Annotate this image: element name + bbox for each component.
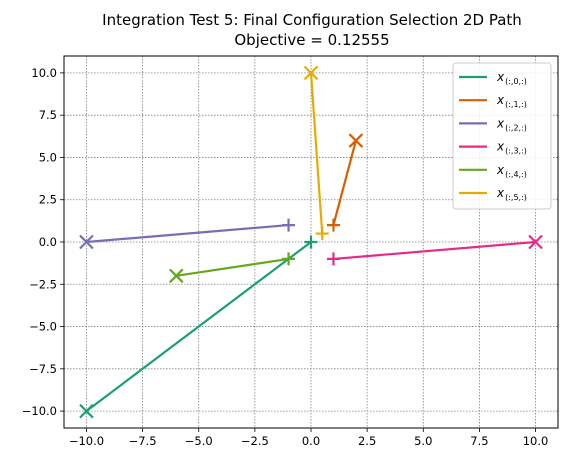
series-5 bbox=[303, 65, 329, 241]
x-tick-label: −5.0 bbox=[185, 434, 213, 448]
x-tick-label: 2.5 bbox=[358, 434, 376, 448]
x-tick-label: −10.0 bbox=[69, 434, 104, 448]
chart-subtitle: Objective = 0.12555 bbox=[234, 31, 389, 49]
start-marker bbox=[168, 268, 184, 284]
y-tick-label: 2.5 bbox=[39, 193, 57, 207]
y-tick-label: −10.0 bbox=[22, 404, 57, 418]
y-tick-label: 5.0 bbox=[39, 150, 57, 164]
legend: x(:,0,:) x(:,1,:) x(:,2,:) x(:,3,:) x(:,4,:)… bbox=[452, 62, 552, 210]
x-tick-label: 7.5 bbox=[470, 434, 488, 448]
x-tick-label: 5.0 bbox=[414, 434, 432, 448]
legend-label: x(:,3,:) bbox=[496, 140, 527, 156]
y-tick-label: −2.5 bbox=[29, 277, 57, 291]
y-tick-label: 10.0 bbox=[31, 66, 57, 80]
end-marker bbox=[282, 252, 296, 266]
series-1 bbox=[326, 133, 364, 232]
y-axis: −10.0 −7.5 −5.0 −2.5 0.0 2.5 5.0 7.5 10.0 bbox=[22, 66, 64, 418]
y-tick-label: 0.0 bbox=[39, 235, 57, 249]
end-marker bbox=[315, 227, 329, 241]
chart-title: Integration Test 5: Final Configuration … bbox=[102, 11, 522, 29]
legend-label: x(:,0,:) bbox=[496, 70, 527, 86]
end-marker bbox=[326, 218, 340, 232]
series-line bbox=[333, 240, 536, 261]
series-line bbox=[85, 241, 312, 412]
legend-label: x(:,2,:) bbox=[496, 116, 527, 132]
end-marker bbox=[304, 235, 318, 249]
series-0 bbox=[79, 235, 318, 419]
start-marker bbox=[348, 133, 364, 148]
y-tick-label: 7.5 bbox=[39, 108, 57, 122]
x-axis: −10.0 −7.5 −5.0 −2.5 0.0 2.5 5.0 7.5 10.0 bbox=[69, 428, 549, 448]
series-3 bbox=[326, 234, 543, 266]
end-marker bbox=[282, 218, 296, 232]
legend-label: x(:,5,:) bbox=[496, 186, 527, 202]
legend-label: x(:,1,:) bbox=[496, 93, 527, 109]
x-tick-label: −7.5 bbox=[129, 434, 157, 448]
start-marker bbox=[79, 234, 94, 250]
series-2 bbox=[79, 218, 296, 250]
legend-label: x(:,4,:) bbox=[496, 163, 527, 179]
series-line bbox=[86, 223, 289, 244]
y-tick-label: −7.5 bbox=[29, 362, 57, 376]
end-marker bbox=[326, 252, 340, 266]
plot-series bbox=[79, 65, 543, 419]
start-marker bbox=[79, 403, 94, 419]
series-4 bbox=[168, 252, 296, 284]
series-line bbox=[176, 257, 289, 277]
y-tick-label: −5.0 bbox=[29, 320, 57, 334]
start-marker bbox=[303, 65, 319, 81]
x-tick-label: 0.0 bbox=[302, 434, 320, 448]
series-line bbox=[332, 140, 357, 226]
start-marker bbox=[528, 234, 543, 250]
series-line bbox=[309, 72, 324, 234]
x-tick-label: −2.5 bbox=[241, 434, 269, 448]
x-tick-label: 10.0 bbox=[523, 434, 549, 448]
